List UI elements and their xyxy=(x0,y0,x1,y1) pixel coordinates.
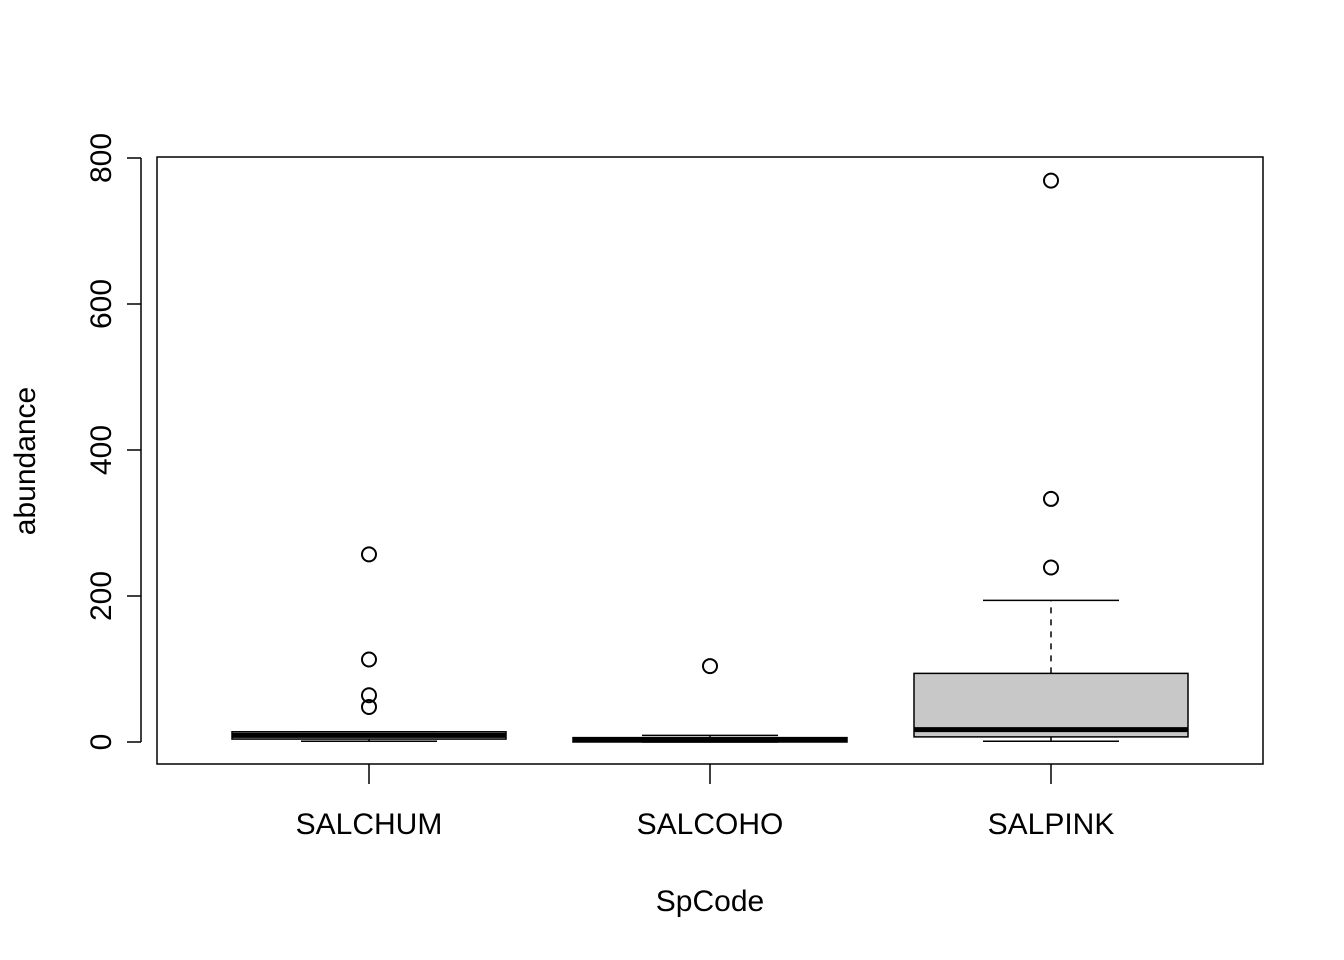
y-tick-label-600: 600 xyxy=(85,279,118,329)
outlier-salchum-1 xyxy=(361,546,377,563)
outlier-salchum-2 xyxy=(361,651,377,668)
x-tick-label-salchum: SALCHUM xyxy=(296,808,443,841)
y-tick-label-200: 200 xyxy=(85,571,118,621)
y-tick-label-0: 0 xyxy=(85,734,118,751)
y-tick-label-400: 400 xyxy=(85,425,118,475)
x-axis-label: SpCode xyxy=(656,885,764,918)
outlier-salpink-2 xyxy=(1043,490,1059,507)
x-tick-label-salcoho: SALCOHO xyxy=(637,808,784,841)
outlier-salpink-3 xyxy=(1043,559,1059,576)
chart-axes: 0 200 400 600 800 SALCHUM SALCOHO SALPINK xyxy=(85,133,1114,841)
y-tick-label-800: 800 xyxy=(85,133,118,183)
y-axis-label: abundance xyxy=(9,387,42,535)
outlier-salcoho-1 xyxy=(702,658,718,675)
outlier-salchum-3 xyxy=(361,687,377,704)
outlier-salpink-1 xyxy=(1043,172,1059,189)
x-tick-label-salpink: SALPINK xyxy=(988,808,1115,841)
outlier-salchum-4 xyxy=(361,698,377,715)
box-salpink xyxy=(913,672,1189,738)
chart-marks xyxy=(231,172,1189,743)
